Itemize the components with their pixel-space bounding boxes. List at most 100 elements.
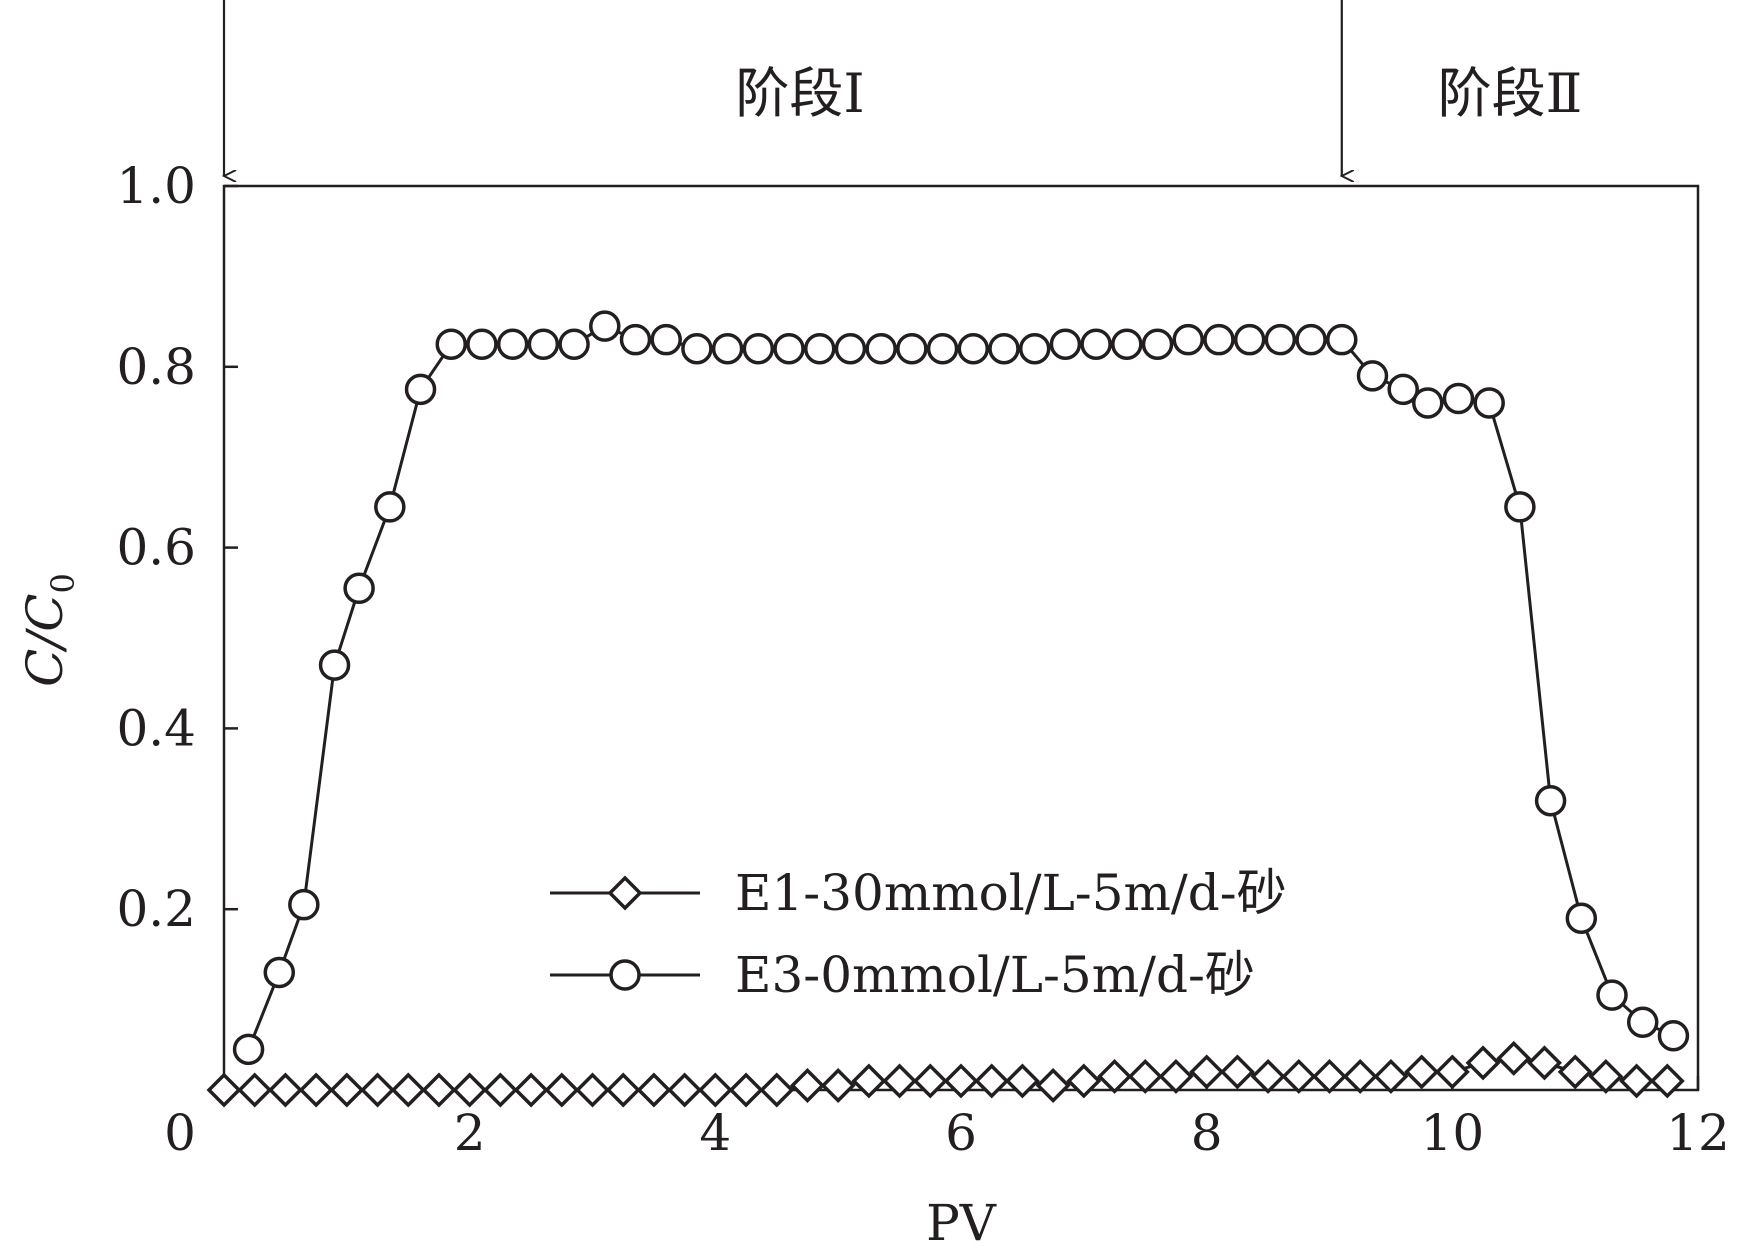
y-axis-ticks: 0.2 0.4 0.6 0.8 1.0 <box>116 157 238 1092</box>
diamond-marker <box>390 1072 426 1108</box>
circle-marker <box>865 332 897 365</box>
series-line <box>247 324 1675 1050</box>
circle-marker <box>609 959 641 991</box>
diamond-marker <box>1557 1054 1593 1090</box>
diamond-marker <box>1312 1058 1347 1094</box>
y-tick-label: 0.8 <box>116 338 196 396</box>
diamond-marker <box>1219 1054 1255 1090</box>
circle-marker <box>1442 382 1475 415</box>
x-tick-label: 4 <box>699 1104 731 1162</box>
y-axis-title-main: C/C <box>16 594 74 687</box>
circle-marker <box>711 332 744 365</box>
x-tick-label: 8 <box>1191 1104 1223 1162</box>
svg-text:C/C0: C/C0 <box>16 573 82 687</box>
diamond-marker <box>1035 1068 1071 1103</box>
circle-marker <box>1657 1020 1690 1052</box>
diamond-marker <box>607 875 643 911</box>
circle-marker <box>1596 979 1628 1011</box>
circle-marker <box>1387 373 1419 406</box>
circle-marker <box>1534 784 1567 817</box>
diamond-marker <box>667 1072 703 1108</box>
diamond-marker <box>1127 1058 1163 1094</box>
circle-marker <box>1412 387 1444 419</box>
diamond-marker <box>1496 1040 1532 1076</box>
diamond-marker <box>820 1068 856 1103</box>
circle-marker <box>1326 323 1358 356</box>
diamond-marker <box>267 1072 303 1108</box>
y-tick-label: 0.4 <box>116 699 196 757</box>
legend-label: E3-0mmol/L-5m/d-砂 <box>735 946 1255 1004</box>
diamond-marker <box>1588 1058 1624 1094</box>
circle-marker <box>318 649 351 681</box>
stage-label: 阶段Ⅱ <box>1438 62 1583 125</box>
diamond-marker <box>1649 1063 1685 1099</box>
legend-label: E1-30mmol/L-5m/d-砂 <box>735 864 1287 922</box>
diamond-marker <box>882 1063 918 1099</box>
circle-marker <box>619 323 652 356</box>
circle-marker <box>1356 360 1389 392</box>
diamond-marker <box>1465 1045 1501 1081</box>
circle-marker <box>1473 387 1505 419</box>
circle-marker <box>404 373 437 406</box>
x-tick-label: 12 <box>1666 1104 1730 1162</box>
diamond-marker <box>1189 1054 1225 1090</box>
circle-marker <box>1626 1006 1659 1038</box>
diamond-marker <box>1097 1058 1133 1094</box>
circle-marker <box>527 328 560 360</box>
diamond-marker <box>728 1072 764 1108</box>
y-axis-title-subscript: 0 <box>44 573 82 593</box>
legend-item: E1-30mmol/L-5m/d-砂 <box>550 864 1287 922</box>
diamond-marker <box>851 1063 887 1099</box>
circle-marker <box>1565 902 1598 934</box>
diamond-marker <box>974 1063 1010 1099</box>
circle-marker <box>1233 323 1266 356</box>
diamond-marker <box>298 1072 334 1108</box>
circle-marker <box>650 323 682 356</box>
diamond-marker <box>912 1063 948 1099</box>
series-e3 <box>232 310 1690 1066</box>
diamond-marker <box>1004 1063 1040 1099</box>
diamond-marker <box>789 1068 825 1103</box>
diamond-marker <box>360 1072 396 1108</box>
circle-marker <box>374 491 406 523</box>
y-tick-label: 1.0 <box>116 157 196 215</box>
diamond-marker <box>329 1072 365 1108</box>
x-axis-ticks: 0 2 4 6 8 10 12 <box>164 1076 1730 1162</box>
diamond-marker <box>513 1072 549 1108</box>
diamond-marker <box>1250 1058 1286 1094</box>
circle-marker <box>926 332 959 365</box>
diamond-marker <box>1404 1054 1440 1090</box>
x-tick-label: 10 <box>1421 1104 1485 1162</box>
circle-marker <box>1049 328 1082 360</box>
diamond-marker <box>1066 1063 1102 1099</box>
circle-marker <box>988 332 1020 365</box>
circle-marker <box>1264 323 1297 356</box>
series-layer <box>206 310 1690 1108</box>
circle-marker <box>1018 332 1051 365</box>
x-tick-label: 6 <box>945 1104 977 1162</box>
diamond-marker <box>759 1072 795 1108</box>
diamond-marker <box>1158 1058 1194 1094</box>
diamond-marker <box>421 1072 457 1108</box>
circle-marker <box>496 328 529 360</box>
diamond-marker <box>1342 1058 1378 1094</box>
diamond-marker <box>206 1072 242 1108</box>
diamond-marker <box>697 1072 733 1108</box>
circle-marker <box>589 310 621 342</box>
series-e1 <box>206 1040 1685 1108</box>
x-tick-label: 0 <box>164 1104 196 1162</box>
circle-marker <box>742 332 775 365</box>
diamond-marker <box>482 1072 518 1108</box>
diamond-marker <box>605 1072 641 1108</box>
circle-marker <box>263 956 296 989</box>
circle-marker <box>803 332 836 365</box>
y-tick-label: 0.6 <box>116 519 196 577</box>
diamond-marker <box>575 1072 610 1108</box>
y-tick-label: 0.2 <box>116 880 196 938</box>
y-axis-title: C/C0 <box>16 573 82 687</box>
diamond-marker <box>237 1072 273 1108</box>
diamond-marker <box>1526 1045 1562 1081</box>
diamond-marker <box>1281 1058 1317 1094</box>
circle-marker <box>466 328 498 360</box>
